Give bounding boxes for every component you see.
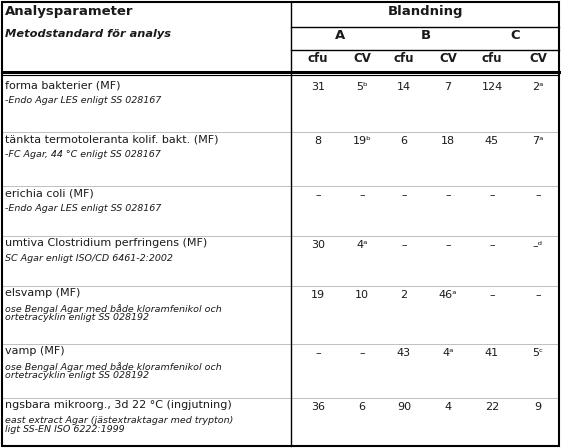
Text: tänkta termotoleranta kolif. bakt. (MF): tänkta termotoleranta kolif. bakt. (MF)	[5, 134, 218, 144]
Text: 9: 9	[535, 402, 541, 412]
Text: –: –	[489, 290, 495, 300]
Text: Blandning: Blandning	[388, 5, 464, 18]
Text: 5ᶜ: 5ᶜ	[532, 348, 544, 358]
Text: elsvamp (MF): elsvamp (MF)	[5, 288, 80, 298]
Text: SC Agar enligt ISO/CD 6461-2:2002: SC Agar enligt ISO/CD 6461-2:2002	[5, 254, 173, 263]
Text: ortetracyklin enligt SS 028192: ortetracyklin enligt SS 028192	[5, 371, 149, 380]
Text: 5ᵇ: 5ᵇ	[356, 82, 368, 92]
Text: –: –	[445, 190, 451, 200]
Text: CV: CV	[353, 52, 371, 65]
Text: 4ᵃ: 4ᵃ	[356, 240, 368, 250]
Text: 22: 22	[485, 402, 499, 412]
Text: 90: 90	[397, 402, 411, 412]
Text: 14: 14	[397, 82, 411, 92]
Text: 4: 4	[444, 402, 452, 412]
Text: 41: 41	[485, 348, 499, 358]
Text: –ᵈ: –ᵈ	[533, 240, 543, 250]
Text: –: –	[315, 348, 321, 358]
Text: A: A	[335, 29, 345, 42]
Text: 6: 6	[401, 136, 407, 146]
Text: Metodstandard för analys: Metodstandard för analys	[5, 29, 171, 39]
Text: 19: 19	[311, 290, 325, 300]
Text: 4ᵃ: 4ᵃ	[442, 348, 454, 358]
Text: –: –	[535, 190, 541, 200]
Text: 43: 43	[397, 348, 411, 358]
Text: ngsbara mikroorg., 3d 22 °C (ingjutning): ngsbara mikroorg., 3d 22 °C (ingjutning)	[5, 400, 232, 410]
Text: -FC Agar, 44 °C enligt SS 028167: -FC Agar, 44 °C enligt SS 028167	[5, 150, 161, 159]
Text: –: –	[489, 190, 495, 200]
Text: –: –	[535, 290, 541, 300]
Text: forma bakterier (MF): forma bakterier (MF)	[5, 80, 121, 90]
Text: –: –	[359, 190, 365, 200]
Text: 6: 6	[358, 402, 366, 412]
Text: –: –	[359, 348, 365, 358]
Text: C: C	[510, 29, 520, 42]
Text: –: –	[401, 190, 407, 200]
Text: 18: 18	[441, 136, 455, 146]
Text: 30: 30	[311, 240, 325, 250]
Text: CV: CV	[529, 52, 547, 65]
Text: 124: 124	[481, 82, 503, 92]
Text: vamp (MF): vamp (MF)	[5, 346, 65, 356]
Text: cfu: cfu	[394, 52, 414, 65]
Text: ose Bengal Agar med både kloramfenikol och: ose Bengal Agar med både kloramfenikol o…	[5, 304, 222, 314]
Text: 45: 45	[485, 136, 499, 146]
Text: –: –	[489, 240, 495, 250]
Text: cfu: cfu	[308, 52, 328, 65]
Text: –: –	[401, 240, 407, 250]
Text: 19ᵇ: 19ᵇ	[352, 136, 371, 146]
Text: –: –	[315, 190, 321, 200]
Text: –: –	[445, 240, 451, 250]
Text: ligt SS-EN ISO 6222:1999: ligt SS-EN ISO 6222:1999	[5, 425, 125, 434]
Text: erichia coli (MF): erichia coli (MF)	[5, 188, 94, 198]
Text: ose Bengal Agar med både kloramfenikol och: ose Bengal Agar med både kloramfenikol o…	[5, 362, 222, 372]
Text: umtiva Clostridium perfringens (MF): umtiva Clostridium perfringens (MF)	[5, 238, 207, 248]
Text: 2ᵃ: 2ᵃ	[532, 82, 544, 92]
Text: cfu: cfu	[482, 52, 502, 65]
Text: 10: 10	[355, 290, 369, 300]
Text: 31: 31	[311, 82, 325, 92]
Text: 7: 7	[444, 82, 452, 92]
Text: Analysparameter: Analysparameter	[5, 5, 134, 18]
Text: 46ᵃ: 46ᵃ	[439, 290, 457, 300]
Text: ortetracyklin enligt SS 028192: ortetracyklin enligt SS 028192	[5, 313, 149, 322]
Text: -Endo Agar LES enligt SS 028167: -Endo Agar LES enligt SS 028167	[5, 204, 161, 213]
Text: 7ᵃ: 7ᵃ	[532, 136, 544, 146]
Text: 8: 8	[314, 136, 321, 146]
Text: east extract Agar (jästextraktagar med trypton): east extract Agar (jästextraktagar med t…	[5, 416, 233, 425]
Text: 36: 36	[311, 402, 325, 412]
Text: 2: 2	[401, 290, 407, 300]
Text: -Endo Agar LES enligt SS 028167: -Endo Agar LES enligt SS 028167	[5, 96, 161, 105]
Text: CV: CV	[439, 52, 457, 65]
Text: B: B	[421, 29, 431, 42]
